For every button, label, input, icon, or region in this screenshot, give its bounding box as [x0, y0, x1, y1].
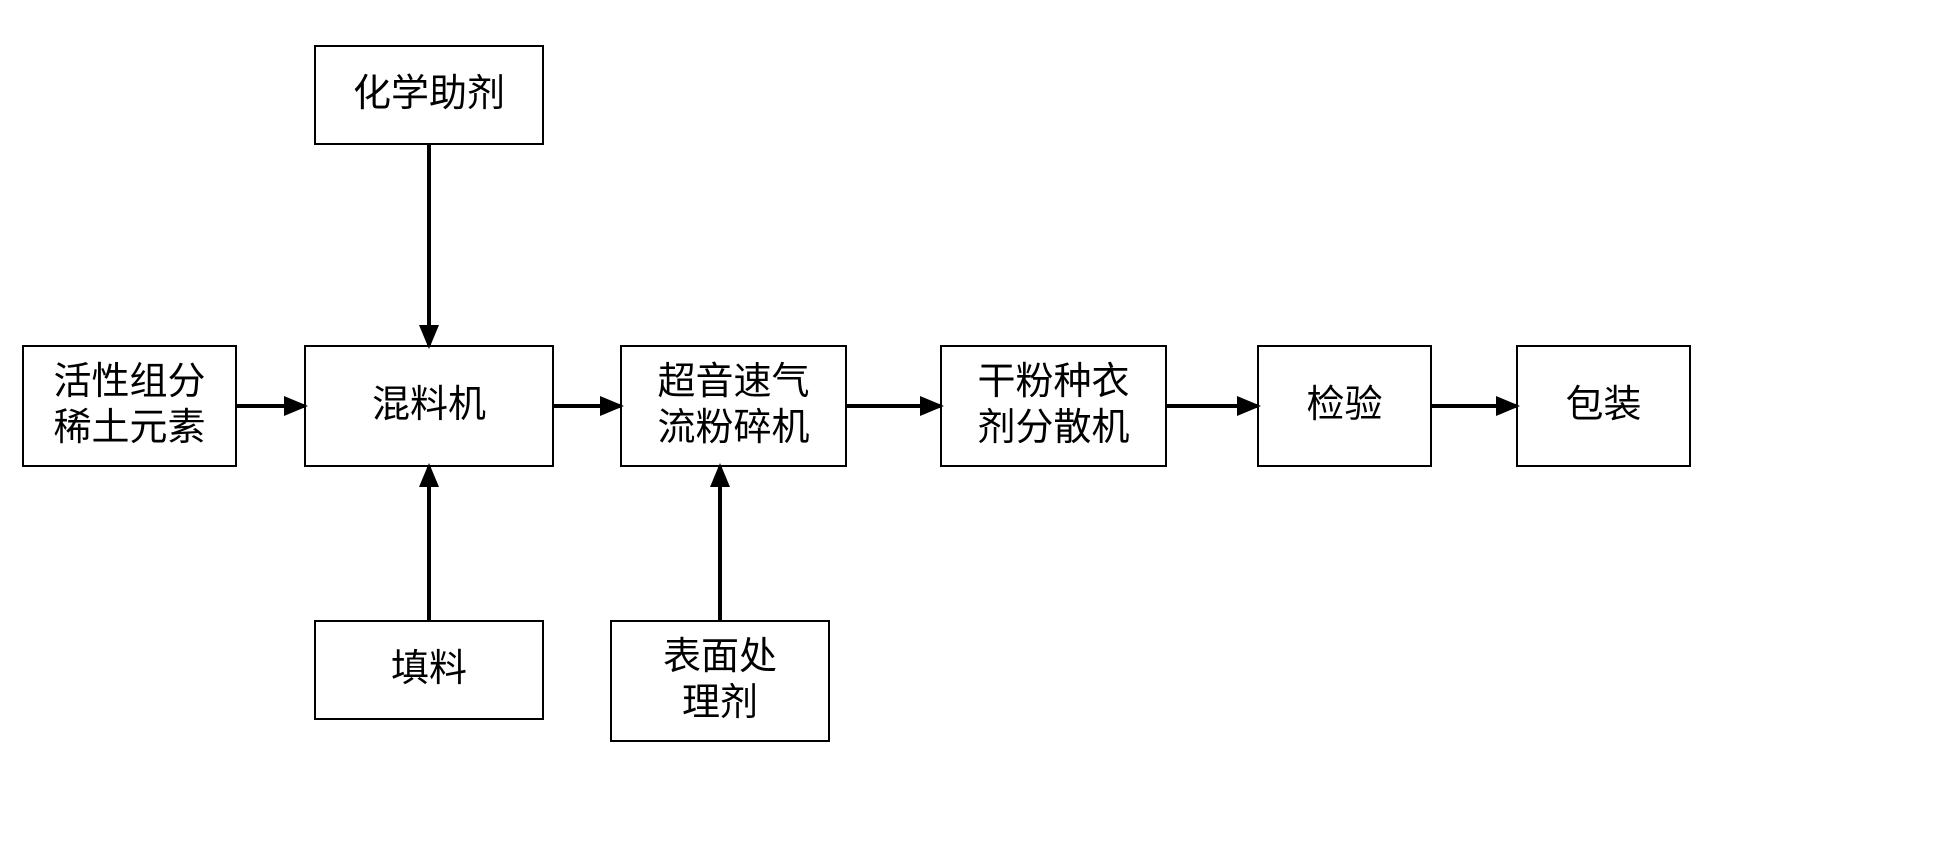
node-inspection: 检验	[1257, 345, 1432, 467]
node-chemical-additive: 化学助剂	[314, 45, 544, 145]
node-label: 干粉种衣剂分散机	[977, 360, 1129, 451]
node-label: 混料机	[372, 383, 486, 429]
node-label: 化学助剂	[353, 72, 505, 118]
node-surface-treatment: 表面处理剂	[610, 620, 830, 742]
node-active-ingredient: 活性组分稀土元素	[22, 345, 237, 467]
node-label: 检验	[1306, 383, 1382, 429]
node-label: 包装	[1565, 383, 1641, 429]
node-label: 表面处理剂	[663, 635, 777, 726]
node-dry-powder-disperser: 干粉种衣剂分散机	[940, 345, 1167, 467]
node-supersonic-grinder: 超音速气流粉碎机	[620, 345, 847, 467]
node-label: 填料	[391, 647, 467, 693]
node-label: 超音速气流粉碎机	[657, 360, 809, 451]
node-label: 活性组分稀土元素	[53, 360, 205, 451]
flowchart-container: 活性组分稀土元素 化学助剂 混料机 填料 超音速气流粉碎机 表面处理剂 干粉种衣…	[0, 0, 1951, 866]
node-filler: 填料	[314, 620, 544, 720]
node-packaging: 包装	[1516, 345, 1691, 467]
node-mixer: 混料机	[304, 345, 554, 467]
